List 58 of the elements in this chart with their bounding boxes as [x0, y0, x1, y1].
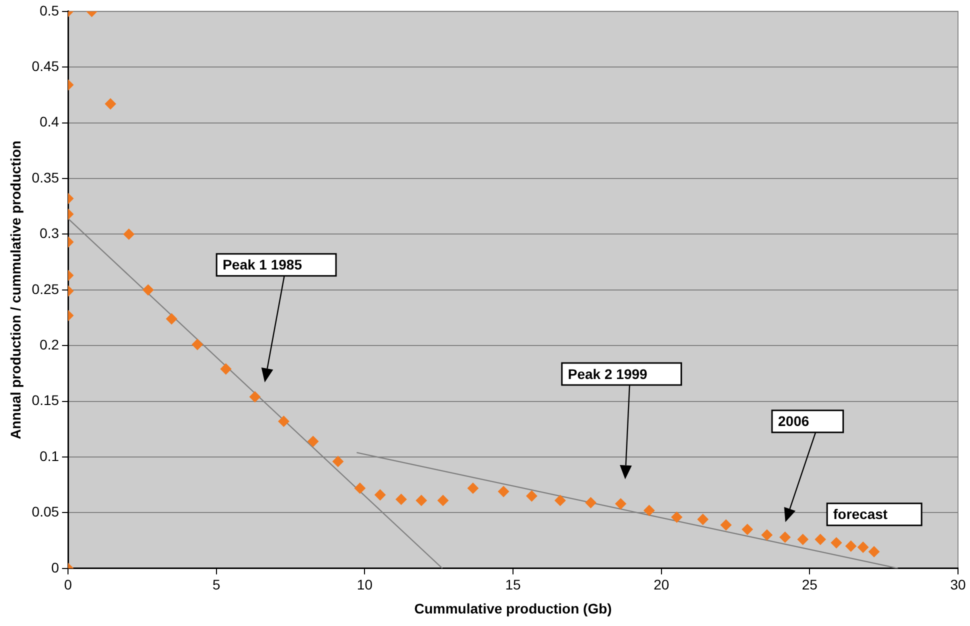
y-tick-label: 0.05: [32, 504, 60, 520]
annotation: Peak 1 1985: [222, 256, 302, 273]
y-tick-label: 0.5: [40, 2, 60, 18]
point: [797, 534, 808, 545]
y-axis-title: Annual production / cummulative production: [7, 140, 24, 440]
point: [830, 537, 842, 548]
x-tick-label: 30: [950, 576, 966, 593]
point: [585, 497, 596, 508]
point: [123, 228, 134, 240]
point: [498, 486, 510, 498]
y-tick-label: 0.45: [32, 58, 60, 74]
annotation: forecast: [833, 506, 888, 522]
point: [761, 529, 772, 540]
point: [615, 498, 626, 510]
point: [166, 313, 178, 324]
x-axis-title: Cummulative production (Gb): [414, 600, 612, 616]
point: [467, 482, 478, 494]
x-tick-label: 15: [505, 576, 522, 593]
x-tick-label: 25: [802, 576, 818, 593]
point: [332, 456, 344, 467]
point: [220, 363, 232, 374]
point: [858, 542, 869, 553]
x-tick-label: 20: [654, 576, 670, 593]
point: [416, 494, 427, 506]
point: [554, 494, 566, 506]
y-tick-label: 0.3: [40, 225, 60, 242]
point: [868, 546, 880, 558]
x-tick-label: 0: [64, 576, 72, 593]
y-tick-label: 0.15: [32, 392, 60, 408]
point: [192, 338, 203, 350]
point: [720, 519, 732, 530]
x-tick-label: 5: [212, 576, 220, 593]
point: [249, 391, 260, 402]
point: [374, 489, 386, 500]
point: [780, 532, 791, 543]
point: [845, 540, 856, 552]
x-tick-label: 10: [356, 576, 373, 593]
y-tick-label: 0.2: [40, 336, 60, 352]
point: [142, 284, 154, 296]
annotation: Peak 2 1999: [568, 366, 648, 382]
y-tick-label: 0.1: [40, 448, 60, 464]
point: [671, 512, 682, 523]
y-tick-label: 0.35: [32, 169, 60, 186]
point: [814, 534, 826, 545]
point: [526, 490, 538, 502]
point: [354, 482, 366, 494]
point: [438, 494, 449, 506]
point: [742, 524, 753, 535]
point: [644, 504, 655, 516]
point: [697, 514, 708, 525]
y-tick-label: 0: [51, 559, 60, 576]
point: [278, 416, 290, 427]
y-tick-label: 0.4: [40, 114, 60, 130]
annotation: 2006: [778, 413, 810, 430]
y-tick-label: 0.25: [32, 280, 60, 297]
point: [396, 494, 407, 505]
point: [308, 436, 319, 447]
point: [104, 98, 116, 110]
